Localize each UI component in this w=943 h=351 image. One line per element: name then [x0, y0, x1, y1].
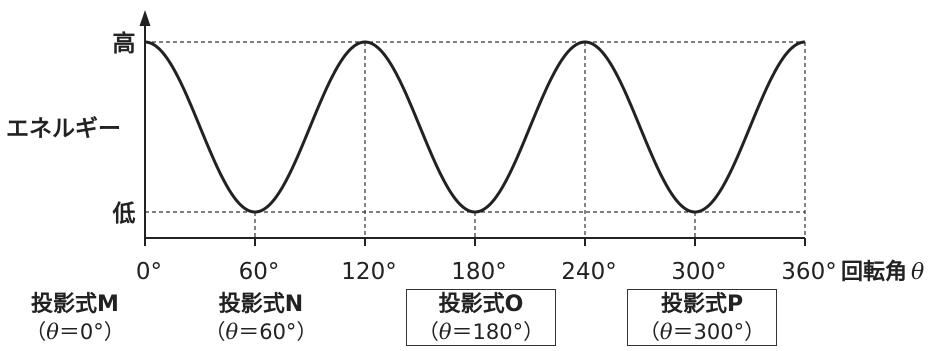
x-axis-label: 回転角 θ	[841, 259, 924, 285]
projection-n-condition: （θ＝60°）	[204, 320, 318, 344]
x-tick-label-240: 240°	[561, 259, 616, 285]
x-tick-label-60: 60°	[239, 259, 280, 285]
energy-curve-line	[144, 40, 806, 214]
projection-o: 投影式O （θ＝180°）	[406, 289, 556, 346]
x-tick-label-0: 0°	[136, 259, 162, 285]
x-tick-labels: 0° 60° 120° 180° 240° 300° 360°	[136, 259, 837, 285]
x-tick-label-120: 120°	[341, 259, 396, 285]
projection-p-condition: （θ＝300°）	[638, 320, 766, 344]
projection-n: 投影式N （θ＝60°）	[186, 291, 336, 345]
y-axis-label: エネルギー	[6, 116, 121, 142]
projection-p-name: 投影式P	[660, 292, 744, 317]
projection-o-condition: （θ＝180°）	[417, 320, 545, 344]
projection-n-name: 投影式N	[218, 292, 304, 317]
projection-o-name: 投影式O	[438, 292, 524, 317]
projection-p: 投影式P （θ＝300°）	[627, 289, 777, 346]
x-tick-label-180: 180°	[451, 259, 506, 285]
x-ticks	[144, 238, 806, 246]
y-tick-label-high: 高	[113, 30, 136, 57]
x-tick-label-300: 300°	[671, 259, 726, 285]
projection-m-name: 投影式M	[31, 292, 119, 317]
projection-m: 投影式M （θ＝0°）	[0, 291, 150, 345]
y-tick-label-low: 低	[112, 201, 136, 227]
projection-m-condition: （θ＝0°）	[25, 320, 125, 344]
x-tick-label-360: 360°	[781, 259, 836, 285]
y-axis-arrowhead	[139, 10, 151, 26]
